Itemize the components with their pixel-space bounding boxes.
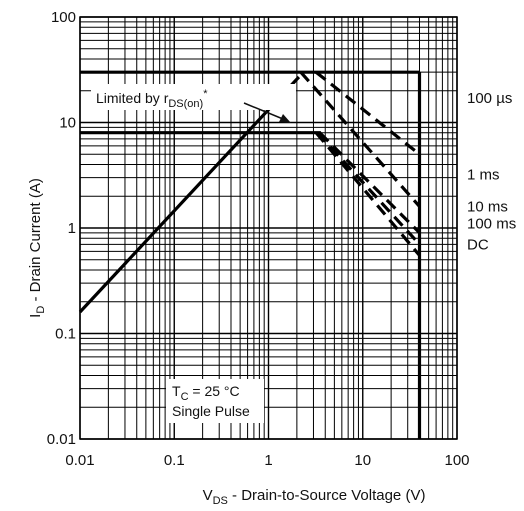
- soa-curve-line: [314, 131, 421, 257]
- series-label-bg: [463, 88, 521, 107]
- series-label: 100 µs: [467, 90, 512, 107]
- x-tick-label: 10: [354, 452, 371, 469]
- rds-on-label-bg: [91, 84, 296, 110]
- rds-on-arrow-line: [243, 102, 284, 120]
- conditions-bg: [166, 379, 264, 423]
- y-tick-label: 1: [68, 220, 76, 237]
- y-tick-label: 10: [59, 115, 76, 132]
- y-tick-label: 0.1: [55, 326, 76, 343]
- y-tick-label: 0.01: [47, 431, 76, 448]
- series-label-bg: [463, 213, 521, 232]
- rds-on-annotation: Limited by rDS(on)*: [91, 84, 296, 123]
- soa-curve-line: [318, 131, 421, 234]
- y-axis-label: ID - Drain Current (A): [27, 178, 47, 318]
- plot-lines: [78, 70, 422, 439]
- series-label: DC: [467, 236, 489, 253]
- series-label: 100 ms: [467, 216, 516, 233]
- tick-labels: 0.01 0.1 1 10 100 0.01 0.1 1 10 100 100 µs 1 ms 10 m…: [47, 9, 521, 469]
- series-label-bg: [463, 234, 521, 253]
- rds-on-limit-line: [78, 75, 301, 314]
- conditions-box: TC = 25 °C Single Pulse: [166, 379, 264, 423]
- series-label-bg: [463, 164, 521, 183]
- plot-frame: [79, 16, 458, 440]
- x-tick-label: 100: [444, 452, 469, 469]
- conditions-line1: TC = 25 °C: [172, 383, 240, 403]
- soa-curve-line: [316, 131, 421, 246]
- x-tick-label: 0.1: [164, 452, 185, 469]
- rds-on-label: Limited by rDS(on)*: [96, 88, 208, 110]
- series-label-bg: [463, 196, 521, 215]
- series-label: 10 ms: [467, 198, 508, 215]
- x-axis-label: VDS - Drain-to-Source Voltage (V): [203, 487, 426, 507]
- conditions-line2: Single Pulse: [172, 403, 250, 419]
- rds-on-arrowhead: [279, 114, 291, 123]
- grid: [79, 16, 458, 440]
- soa-curve-line: [299, 71, 421, 208]
- x-tick-label: 0.01: [65, 452, 94, 469]
- y-tick-label: 100: [51, 9, 76, 26]
- soa-curve-line: [315, 70, 421, 156]
- series-label: 1 ms: [467, 167, 500, 184]
- x-tick-label: 1: [264, 452, 272, 469]
